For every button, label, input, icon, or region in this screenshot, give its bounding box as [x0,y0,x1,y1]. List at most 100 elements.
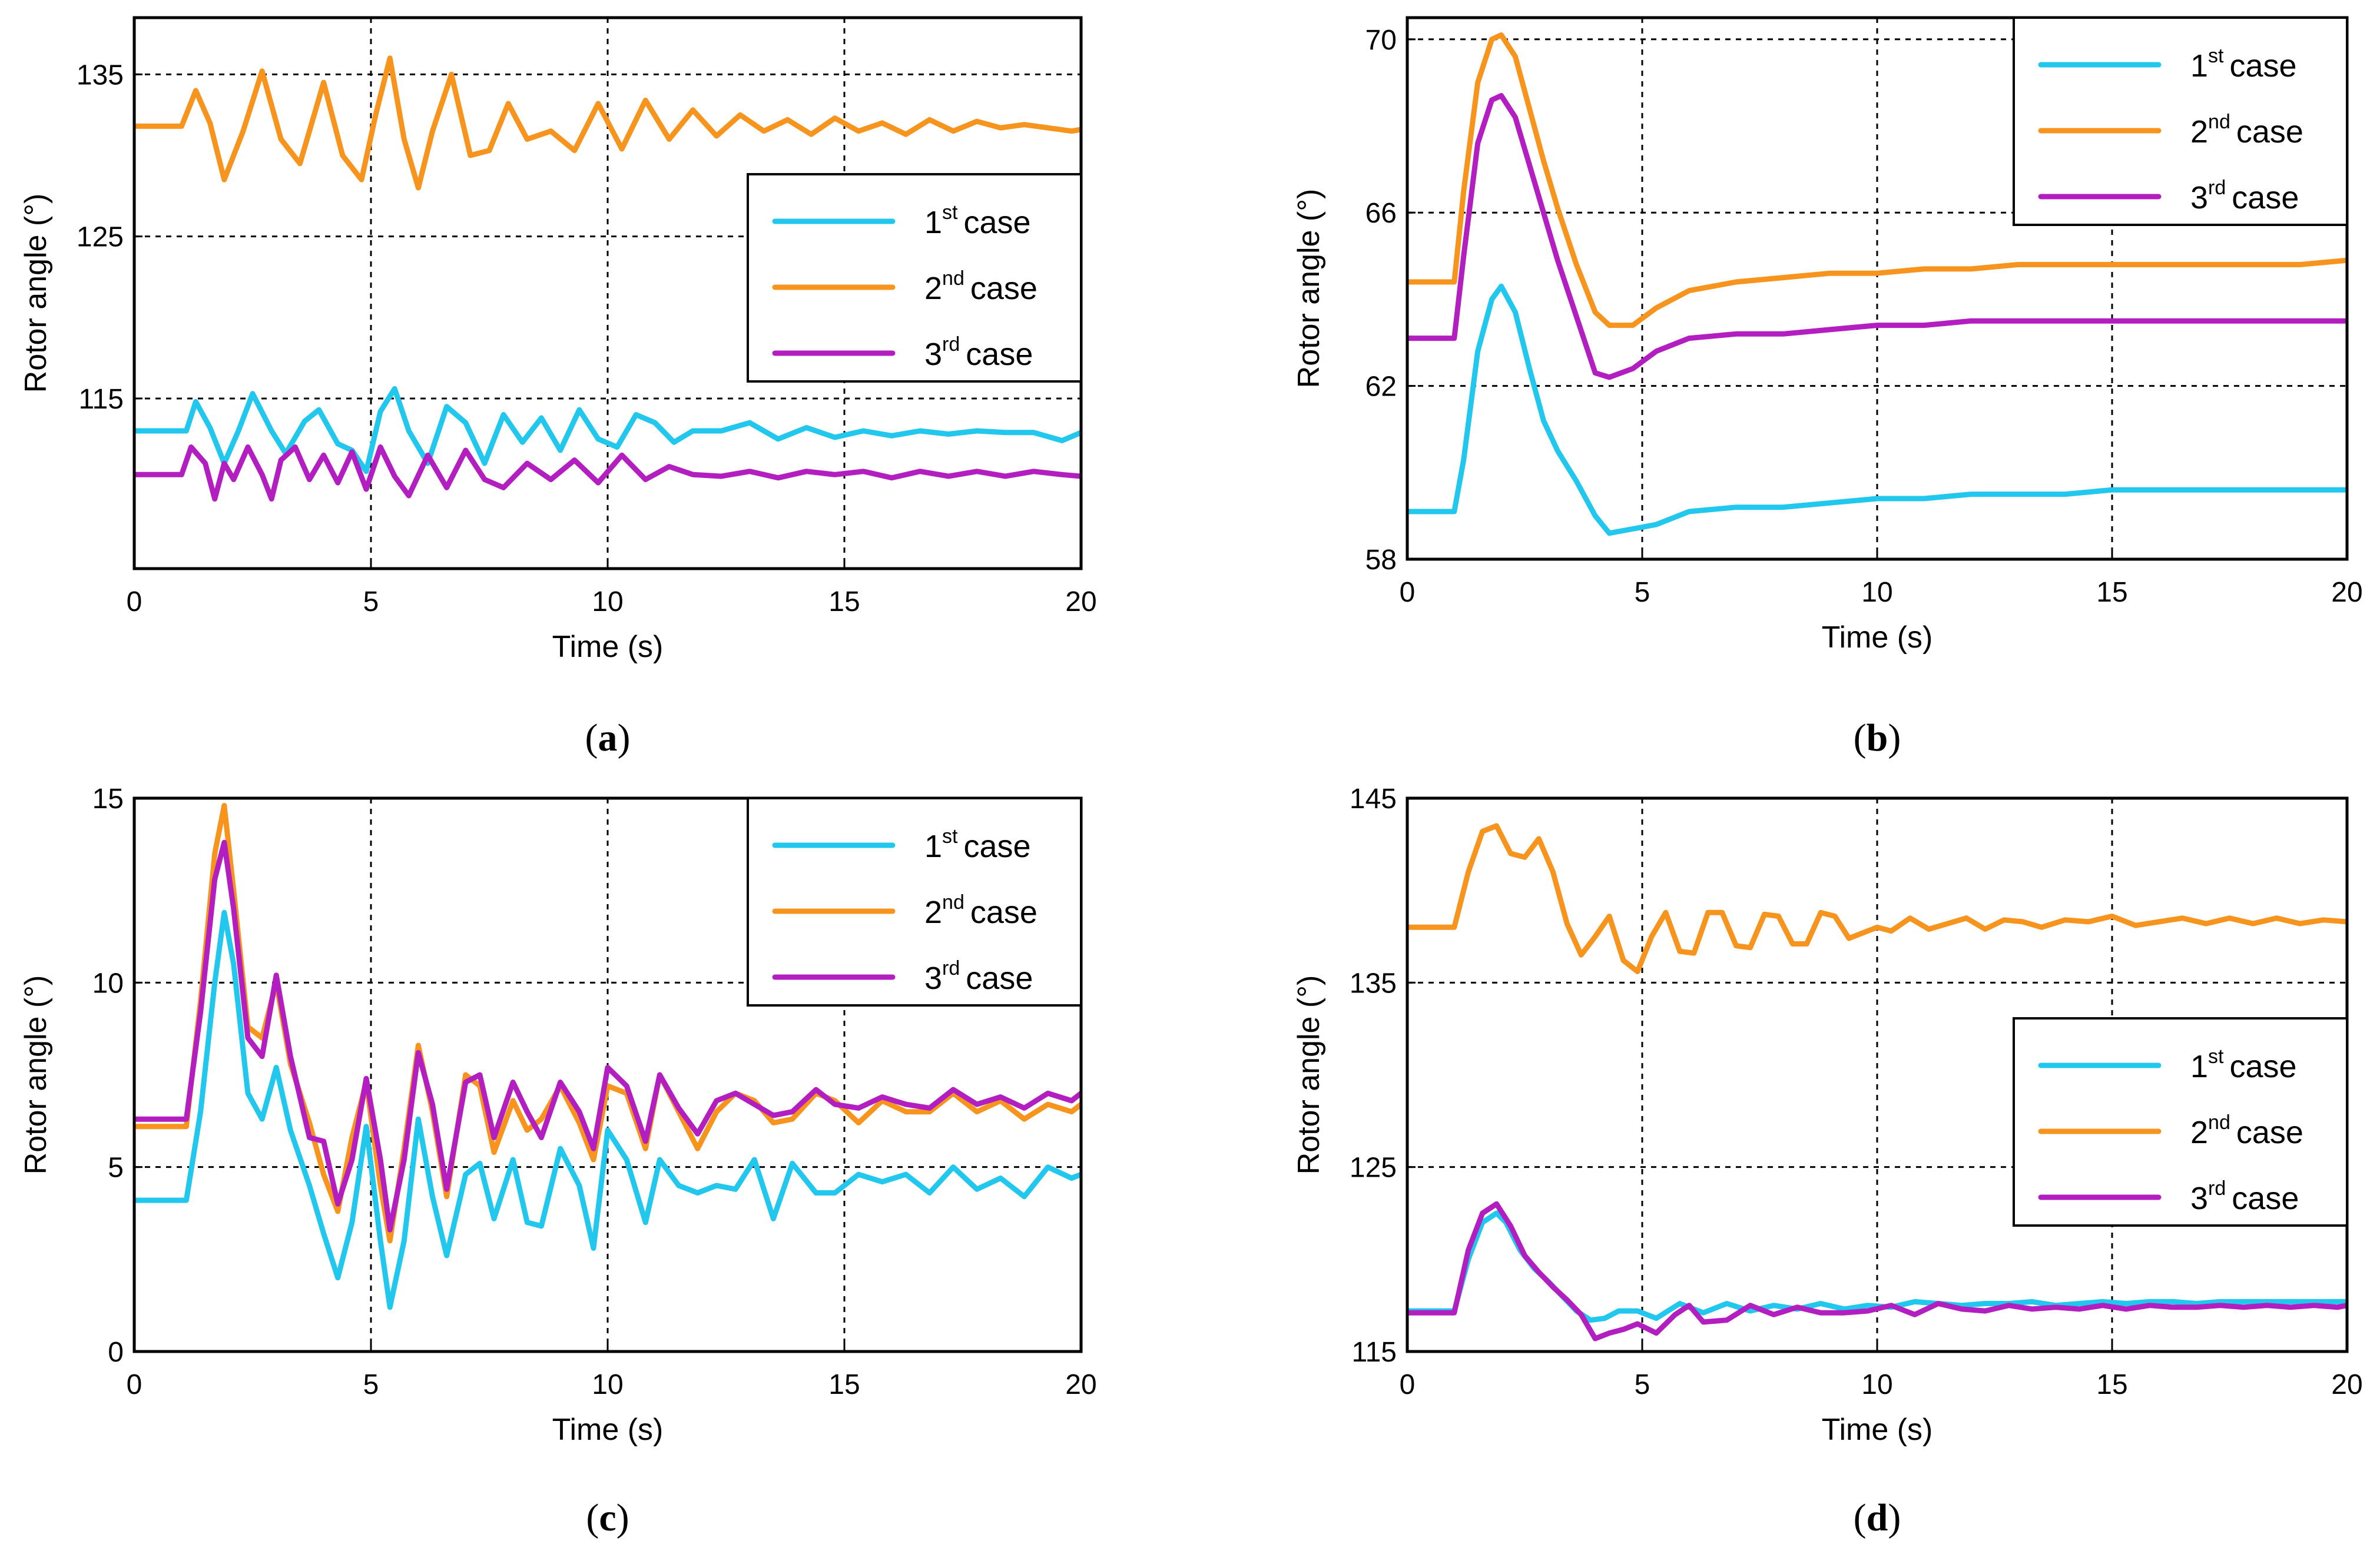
legend-label-case3: 3rd case [2190,1177,2299,1216]
chart-c: 0 5 10 15 20 0 5 10 15 Time (s) Rotor angle (°) 1st… [19,783,1097,1539]
series-line-case3 [1407,93,2347,380]
x-tick-label: 10 [1861,577,1892,608]
legend-label-case1: 1st case [2190,1045,2297,1084]
legend-ordinal: 2 [2190,114,2208,150]
legend-ordinal-suffix: rd [2208,1177,2226,1200]
y-tick-label: 62 [1365,371,1397,403]
series-group [1407,823,2347,1341]
x-tick-label: 15 [2096,1369,2127,1400]
legend-ordinal-suffix: rd [942,957,960,979]
x-tick-label: 0 [1400,577,1416,608]
legend-case-text: case [2232,180,2299,215]
x-tick-label: 15 [828,1369,860,1400]
y-axis-label: Rotor angle (°) [19,194,53,393]
legend-ordinal-suffix: st [942,201,958,224]
panel-letter: d [1867,1496,1888,1539]
y-tick-label: 135 [1350,968,1397,999]
legend-ordinal: 2 [924,271,942,306]
legend-ordinal-suffix: rd [2208,177,2226,199]
panel-letter: b [1867,716,1888,759]
legend-case-text: case [970,895,1037,930]
x-tick-label: 10 [1861,1369,1892,1400]
y-tick-label: 5 [108,1153,124,1184]
legend-case-text: case [2230,1049,2297,1084]
y-tick-label: 125 [1350,1153,1397,1184]
x-tick-label: 15 [2096,577,2127,608]
legend-label-case2: 2nd case [2190,1111,2303,1150]
chart-d: 0 5 10 15 20 115 125 135 145 Time (s) Rotor angle … [1292,783,2363,1539]
legend-ordinal: 2 [2190,1115,2208,1150]
legend-ordinal: 1 [2190,1049,2208,1084]
legend-ordinal: 2 [924,895,942,930]
y-tick-label: 115 [78,384,124,415]
panel-caption: (c) [586,1496,629,1539]
x-tick-label: 0 [127,586,142,617]
series-line-case3 [134,444,1081,502]
panel-caption: (b) [1854,716,1901,759]
panel-letter: a [598,716,618,759]
x-axis-label: Time (s) [552,1413,664,1447]
legend-ordinal: 1 [924,205,942,240]
x-tick-label: 20 [2331,1369,2362,1400]
legend-case-text: case [2232,1181,2299,1216]
x-tick-label: 5 [1635,577,1650,608]
series-line-case2 [1407,32,2347,328]
legend-case-text: case [2230,48,2297,84]
legend-case-text: case [966,337,1033,372]
legend-ordinal-suffix: nd [942,891,964,914]
legend-ordinal-suffix: st [942,825,958,848]
x-tick-label: 10 [592,1369,623,1400]
legend-label-case2: 2nd case [924,267,1037,306]
y-tick-label: 0 [108,1337,124,1368]
x-axis-label: Time (s) [552,630,664,664]
y-tick-label: 135 [77,59,124,91]
legend-label-case3: 3rd case [924,957,1033,996]
legend-ordinal-suffix: nd [2208,111,2230,133]
y-tick-label: 58 [1365,544,1397,576]
series-line-case1 [134,386,1081,474]
chart-a: 0 5 10 15 20 115 125 135 Time (s) Rotor angle (°)… [19,16,1097,759]
series-line-case1 [134,909,1081,1310]
legend-label-case3: 3rd case [2190,177,2299,215]
y-tick-label: 125 [77,222,124,253]
x-tick-label: 20 [1065,586,1096,617]
legend-ordinal: 3 [924,961,942,996]
legend-ordinal-suffix: st [2208,45,2224,67]
x-tick-label: 0 [127,1369,142,1400]
legend-case-text: case [964,829,1031,864]
legend-ordinal: 1 [924,829,942,864]
legend-label-case1: 1st case [924,201,1031,240]
x-axis-label: Time (s) [1822,1413,1933,1447]
legend-ordinal-suffix: rd [942,333,960,356]
x-tick-label: 20 [2331,577,2362,608]
panel-caption: (a) [585,716,631,759]
series-group [1407,32,2347,536]
legend-ordinal: 3 [2190,180,2208,215]
series-group [134,55,1081,502]
y-tick-label: 66 [1365,198,1397,229]
series-line-case3 [134,839,1081,1233]
legend-ordinal-suffix: st [2208,1045,2224,1068]
series-line-case2 [134,55,1081,191]
legend-ordinal: 3 [2190,1181,2208,1216]
legend-label-case3: 3rd case [924,333,1033,372]
series-line-case3 [1407,1201,2347,1341]
legend-ordinal-suffix: nd [2208,1111,2230,1134]
legend-ordinal: 3 [924,337,942,372]
y-axis-label: Rotor angle (°) [19,975,53,1175]
x-tick-label: 0 [1400,1369,1416,1400]
legend-ordinal-suffix: nd [942,267,964,290]
x-tick-label: 5 [363,586,379,617]
legend-label-case2: 2nd case [2190,111,2303,150]
x-tick-label: 5 [363,1369,379,1400]
legend-box [2013,16,2348,226]
y-axis-label: Rotor angle (°) [1292,975,1326,1175]
y-axis-label: Rotor angle (°) [1292,189,1326,388]
y-tick-label: 115 [1351,1337,1397,1368]
legend-case-text: case [2236,114,2303,150]
